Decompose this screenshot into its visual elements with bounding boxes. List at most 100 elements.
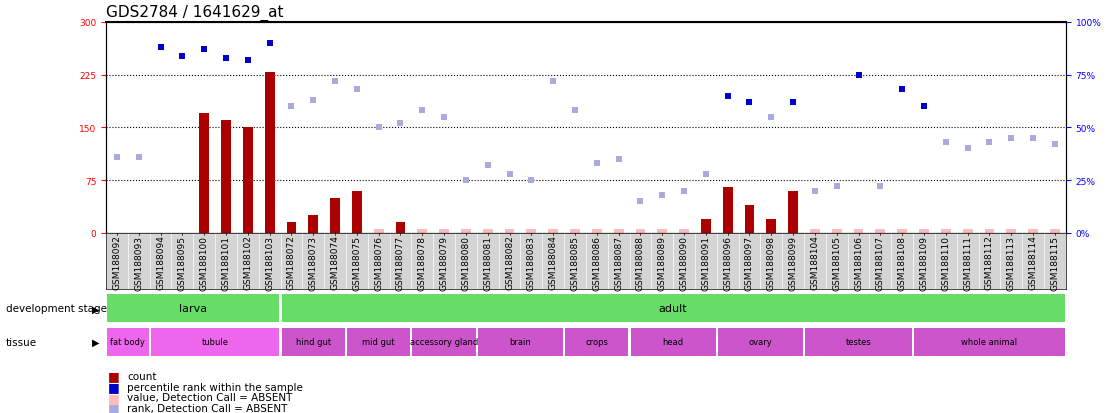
Text: ■: ■ [108,380,121,393]
Text: GSM188109: GSM188109 [920,235,929,290]
Bar [591,230,602,233]
Text: GSM188090: GSM188090 [680,235,689,290]
Text: GSM188098: GSM188098 [767,235,776,290]
Bar [614,230,624,233]
Text: GSM188114: GSM188114 [1029,235,1038,290]
Text: GSM188107: GSM188107 [876,235,885,290]
Bar [1050,230,1060,233]
Text: GSM188087: GSM188087 [614,235,623,290]
Bar [395,223,405,233]
Bar [308,216,318,233]
Text: tubule: tubule [202,337,229,346]
Text: GSM188108: GSM188108 [897,235,906,290]
Text: GSM188077: GSM188077 [396,235,405,290]
Bar [417,230,427,233]
Bar [963,230,972,233]
Bar [914,328,1065,356]
Bar [107,328,148,356]
Bar [657,230,667,233]
Text: hind gut: hind gut [296,337,330,346]
Text: adult: adult [658,304,687,314]
Text: percentile rank within the sample: percentile rank within the sample [127,382,304,392]
Bar [287,223,297,233]
Text: ■: ■ [108,391,121,404]
Bar [478,328,562,356]
Bar [984,230,994,233]
Text: ■: ■ [108,369,121,382]
Text: GSM188094: GSM188094 [156,235,165,290]
Text: GSM188092: GSM188092 [113,235,122,290]
Text: GSM188085: GSM188085 [570,235,579,290]
Bar [570,230,580,233]
Bar [281,295,1065,323]
Text: GSM188078: GSM188078 [417,235,426,290]
Text: larva: larva [180,304,208,314]
Text: GSM188099: GSM188099 [789,235,798,290]
Text: GSM188088: GSM188088 [636,235,645,290]
Bar [723,188,732,233]
Bar [718,328,802,356]
Text: development stage: development stage [6,304,107,314]
Text: accessory gland: accessory gland [410,337,479,346]
Text: GSM188089: GSM188089 [657,235,666,290]
Text: GSM188079: GSM188079 [440,235,449,290]
Text: GSM188081: GSM188081 [483,235,492,290]
Text: value, Detection Call = ABSENT: value, Detection Call = ABSENT [127,392,292,402]
Text: GSM188106: GSM188106 [854,235,863,290]
Bar [504,230,514,233]
Bar [680,230,689,233]
Bar [347,328,411,356]
Text: testes: testes [846,337,872,346]
Text: ovary: ovary [749,337,772,346]
Bar [767,221,777,233]
Bar [395,223,405,233]
Text: tissue: tissue [6,337,37,347]
Text: whole animal: whole animal [961,337,1018,346]
Bar [810,230,820,233]
Text: GSM188096: GSM188096 [723,235,732,290]
Text: GSM188104: GSM188104 [810,235,819,290]
Text: ■: ■ [108,401,121,413]
Bar [374,230,384,233]
Bar [413,328,475,356]
Text: GSM188100: GSM188100 [200,235,209,290]
Text: GSM188105: GSM188105 [833,235,841,290]
Text: crops: crops [586,337,608,346]
Bar [635,230,645,233]
Bar [107,295,279,323]
Text: brain: brain [510,337,531,346]
Bar [151,328,279,356]
Text: GSM188091: GSM188091 [701,235,711,290]
Bar [330,199,340,233]
Text: GDS2784 / 1641629_at: GDS2784 / 1641629_at [106,5,283,21]
Text: count: count [127,371,156,381]
Bar [854,230,864,233]
Text: head: head [663,337,684,346]
Bar [744,205,754,233]
Text: GSM188097: GSM188097 [745,235,754,290]
Bar [287,223,297,233]
Bar [831,230,841,233]
Text: GSM188076: GSM188076 [374,235,383,290]
Bar [440,230,449,233]
Text: GSM188093: GSM188093 [134,235,143,290]
Text: GSM188073: GSM188073 [309,235,318,290]
Text: ▶: ▶ [92,337,99,347]
Text: GSM188115: GSM188115 [1050,235,1059,290]
Text: ▶: ▶ [92,304,99,314]
Text: GSM188102: GSM188102 [243,235,252,290]
Text: GSM188110: GSM188110 [941,235,951,290]
Bar [461,230,471,233]
Text: mid gut: mid gut [363,337,395,346]
Text: GSM188111: GSM188111 [963,235,972,290]
Bar [352,192,362,233]
Text: GSM188113: GSM188113 [1007,235,1016,290]
Bar [352,191,362,233]
Text: GSM188103: GSM188103 [266,235,275,290]
Bar [788,191,798,233]
Bar [920,230,929,233]
Bar [565,328,628,356]
Bar [548,230,558,233]
Bar [897,230,907,233]
Bar [1007,230,1017,233]
